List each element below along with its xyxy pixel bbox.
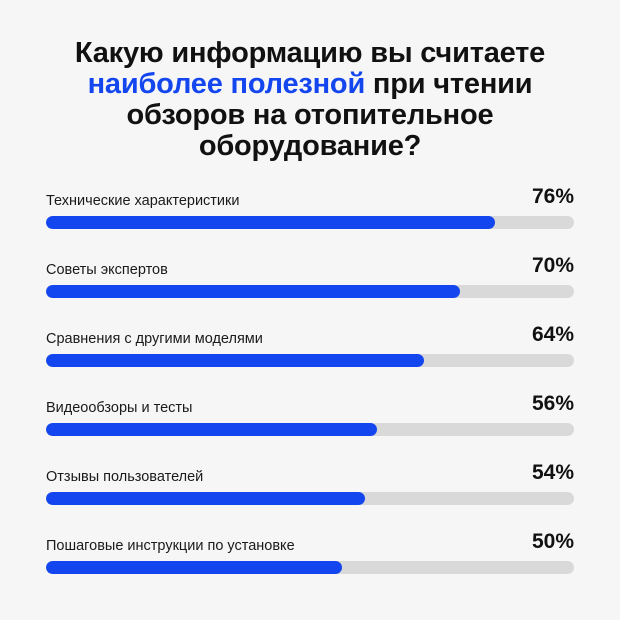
bar-fill <box>46 216 495 229</box>
bar-track <box>46 561 574 574</box>
bar-value-label: 56% <box>531 392 574 415</box>
bar-track <box>46 492 574 505</box>
bar-value-label: 54% <box>531 461 574 484</box>
bar-row: Пошаговые инструкции по установке 50% <box>46 527 574 596</box>
bar-value-label: 76% <box>531 185 574 208</box>
chart-title: Какую информацию вы считаете наиболее по… <box>40 38 580 162</box>
bar-value-label: 70% <box>531 254 574 277</box>
bar-list: Технические характеристики 76% Советы эксп… <box>46 182 574 596</box>
bar-fill <box>46 354 424 367</box>
title-highlight: наиболее полезной <box>87 68 366 100</box>
bar-row: Технические характеристики 76% <box>46 182 574 251</box>
bar-fill <box>46 561 342 574</box>
bar-category-label: Отзывы пользователей <box>46 469 204 485</box>
bar-track <box>46 216 574 229</box>
bar-track <box>46 423 574 436</box>
bar-category-label: Сравнения с другими моделями <box>46 331 263 347</box>
bar-row: Советы экспертов 70% <box>46 251 574 320</box>
bar-track <box>46 285 574 298</box>
bar-fill <box>46 285 460 298</box>
bar-row: Отзывы пользователей 54% <box>46 458 574 527</box>
title-text-end: при чтении обзоров на отопительное обору… <box>126 68 533 162</box>
bar-row: Сравнения с другими моделями 64% <box>46 320 574 389</box>
bar-track <box>46 354 574 367</box>
bar-category-label: Технические характеристики <box>46 193 240 209</box>
bar-fill <box>46 492 365 505</box>
bar-value-label: 50% <box>531 530 574 553</box>
bar-category-label: Видеообзоры и тесты <box>46 400 193 416</box>
bar-row: Видеообзоры и тесты 56% <box>46 389 574 458</box>
bar-category-label: Пошаговые инструкции по установке <box>46 538 295 554</box>
bar-fill <box>46 423 377 436</box>
bar-value-label: 64% <box>531 323 574 346</box>
title-text-start: Какую информацию вы считаете <box>74 37 546 69</box>
bar-category-label: Советы экспертов <box>46 262 168 278</box>
